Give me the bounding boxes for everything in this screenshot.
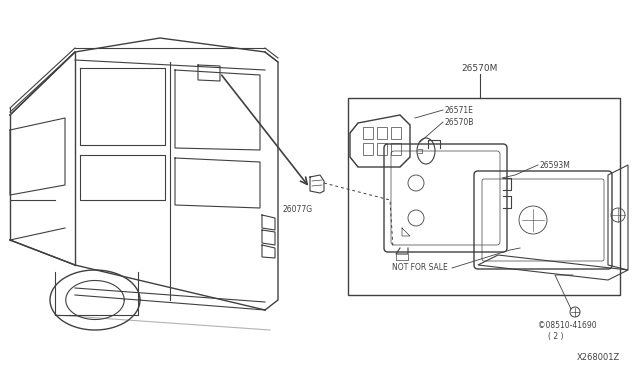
Bar — [348, 98, 620, 295]
Text: 26077G: 26077G — [283, 205, 313, 214]
Text: X268001Z: X268001Z — [577, 353, 620, 362]
Bar — [391, 127, 401, 139]
Text: ©08510-41690: ©08510-41690 — [538, 321, 596, 330]
Bar — [363, 127, 373, 139]
Text: 26570M: 26570M — [462, 64, 498, 73]
Bar — [391, 143, 401, 155]
Text: 26593M: 26593M — [540, 160, 571, 170]
Text: 26570B: 26570B — [445, 118, 474, 126]
Text: NOT FOR SALE: NOT FOR SALE — [392, 263, 448, 273]
Bar — [363, 143, 373, 155]
Text: 26571E: 26571E — [445, 106, 474, 115]
Bar — [377, 143, 387, 155]
Text: ( 2 ): ( 2 ) — [548, 331, 563, 340]
Bar — [377, 127, 387, 139]
